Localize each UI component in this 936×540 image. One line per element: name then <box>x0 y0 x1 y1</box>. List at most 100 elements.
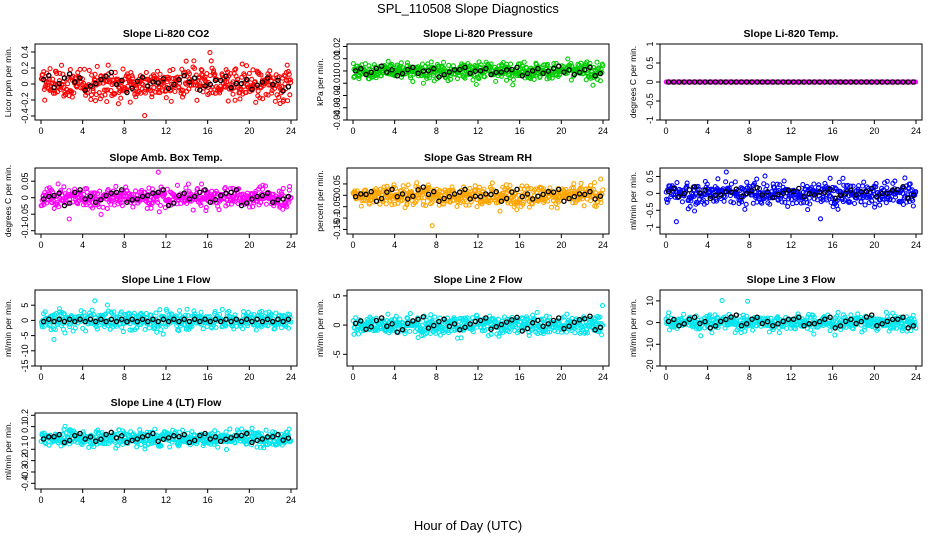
hourly-mean-point <box>764 189 771 195</box>
data-point <box>72 325 78 331</box>
data-point <box>428 312 434 318</box>
hourly-mean-point <box>796 79 802 85</box>
x-tick-label: 8 <box>122 372 127 382</box>
hourly-mean-point <box>780 79 786 85</box>
hourly-mean-point <box>176 318 182 325</box>
x-tick-label: 20 <box>244 126 254 136</box>
hourly-mean-point <box>900 184 906 190</box>
hourly-mean-point <box>545 188 552 195</box>
data-point <box>118 95 124 101</box>
hourly-mean-point <box>697 320 703 327</box>
data-point <box>883 200 889 206</box>
hourly-mean-point <box>207 199 214 205</box>
hourly-mean-point <box>858 318 865 325</box>
hourly-mean-point <box>571 319 578 325</box>
hourly-mean-point <box>51 318 57 325</box>
data-point <box>105 62 111 68</box>
hourly-mean-point <box>139 193 146 200</box>
data-point <box>432 314 438 320</box>
hourly-mean-point <box>420 184 427 190</box>
data-point <box>120 329 126 335</box>
hourly-mean-point <box>217 77 224 84</box>
hourly-mean-point <box>524 325 531 332</box>
x-tick-label: 16 <box>203 240 213 250</box>
x-tick-label: 24 <box>911 240 921 250</box>
data-point <box>174 182 180 188</box>
hourly-mean-point <box>576 69 583 76</box>
data-point <box>402 328 408 334</box>
data-point <box>168 98 174 104</box>
hourly-mean-point <box>275 316 281 323</box>
data-point <box>768 315 774 321</box>
hourly-mean-point <box>488 326 494 332</box>
data-point <box>189 323 195 330</box>
hourly-mean-point <box>368 324 374 330</box>
data-point <box>808 327 814 333</box>
x-tick-label: 12 <box>473 126 483 136</box>
data-point <box>798 200 804 206</box>
data-point <box>233 66 239 72</box>
data-point <box>584 330 591 336</box>
y-tick-label: -0.05 <box>332 196 342 217</box>
data-point <box>185 312 191 319</box>
hourly-mean-point <box>197 189 203 196</box>
hourly-mean-point <box>202 316 208 323</box>
data-point <box>278 325 285 331</box>
data-point <box>96 90 102 96</box>
hourly-mean-point <box>671 316 677 323</box>
data-point <box>373 75 379 81</box>
data-point <box>72 186 78 192</box>
hourly-mean-point <box>889 79 896 85</box>
data-point <box>472 183 478 189</box>
hourly-mean-point <box>837 79 844 85</box>
x-tick-label: 4 <box>80 240 85 250</box>
data-point <box>181 91 187 97</box>
hourly-mean-point <box>275 197 281 203</box>
hourly-mean-point <box>113 318 120 325</box>
hourly-mean-point <box>410 318 416 324</box>
hourly-mean-point <box>743 79 750 85</box>
data-point <box>832 332 838 338</box>
hourly-mean-point <box>733 79 740 85</box>
hourly-mean-point <box>874 79 880 85</box>
hourly-mean-point <box>827 79 833 85</box>
x-tick-label: 4 <box>392 126 397 136</box>
x-tick-label: 8 <box>434 372 439 382</box>
data-point <box>835 309 841 315</box>
data-point <box>154 197 160 203</box>
data-point <box>88 122 92 126</box>
hourly-mean-point <box>197 318 203 325</box>
y-tick-label: -10 <box>20 344 30 357</box>
data-point <box>280 185 286 192</box>
data-point <box>265 322 271 328</box>
x-tick-label: 24 <box>598 126 608 136</box>
data-point <box>143 69 149 75</box>
hourly-mean-point <box>61 318 68 325</box>
data-point <box>597 327 603 334</box>
hourly-mean-point <box>249 86 255 92</box>
hourly-mean-point <box>545 321 552 327</box>
y-tick-label: -20 <box>645 359 655 372</box>
data-point <box>430 320 436 326</box>
data-point <box>420 80 426 86</box>
data-point <box>437 332 443 338</box>
hourly-mean-point <box>56 316 62 323</box>
data-point <box>894 325 900 331</box>
data-point <box>102 312 108 318</box>
data-point <box>89 72 95 78</box>
data-point <box>845 182 851 188</box>
hourly-mean-point <box>108 316 115 323</box>
data-point <box>392 201 398 207</box>
figure-x-axis-label: Hour of Day (UTC) <box>414 518 522 533</box>
hourly-mean-point <box>754 185 760 191</box>
hourly-mean-point <box>555 315 562 321</box>
data-point <box>132 91 138 97</box>
hourly-mean-point <box>134 196 141 202</box>
data-point <box>270 75 276 81</box>
data-point <box>767 201 773 207</box>
data-point <box>92 71 98 77</box>
data-point <box>104 302 110 308</box>
data-point <box>859 183 866 189</box>
data-point <box>275 80 281 86</box>
hourly-mean-point <box>259 192 266 199</box>
